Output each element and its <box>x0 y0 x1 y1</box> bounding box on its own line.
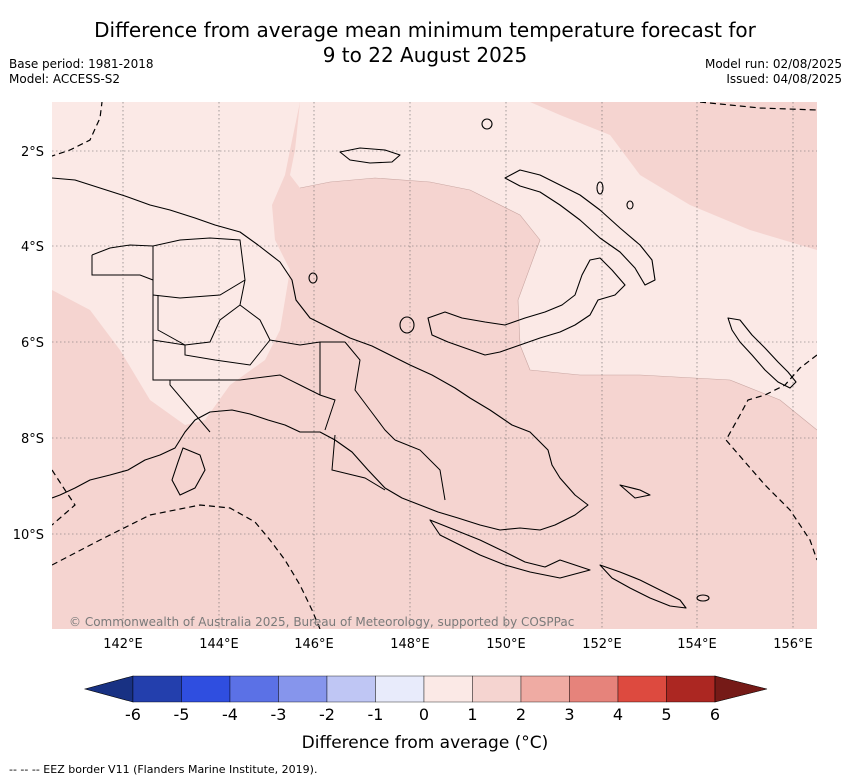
colorbar-swatch <box>326 675 376 703</box>
model-name: Model: ACCESS-S2 <box>9 72 121 86</box>
colorbar-tick-label: -5 <box>174 705 190 724</box>
colorbar-extend-high <box>714 675 768 703</box>
lon-label-148e: 148°E <box>390 637 430 652</box>
lon-label-154e: 154°E <box>677 637 717 652</box>
colorbar-swatch <box>472 675 522 703</box>
colorbar-tick-label: -6 <box>125 705 141 724</box>
lon-labels: 142°E 144°E 146°E 148°E 150°E 152°E 154°… <box>103 637 813 652</box>
meta-left: Base period: 1981-2018 Model: ACCESS-S2 <box>9 57 154 87</box>
chart-title: Difference from average mean minimum tem… <box>0 18 850 68</box>
issued-date: Issued: 04/08/2025 <box>726 72 842 86</box>
colorbar-tick-label: -4 <box>222 705 238 724</box>
colorbar-tick-label: 1 <box>467 705 477 724</box>
colorbar-tick-label: 6 <box>710 705 720 724</box>
colorbar-tick-label: -1 <box>368 705 384 724</box>
lon-label-152e: 152°E <box>582 637 622 652</box>
colorbar-tick-label: 5 <box>661 705 671 724</box>
colorbar-swatch <box>423 675 473 703</box>
colorbar-swatch <box>181 675 231 703</box>
colorbar-swatch <box>375 675 425 703</box>
new-guinea-coast <box>52 177 589 531</box>
colorbar-swatch <box>132 675 182 703</box>
anomaly-region-0-1-east <box>290 102 817 430</box>
model-run: Model run: 02/08/2025 <box>704 57 842 71</box>
lon-label-142e: 142°E <box>103 637 143 652</box>
title-line-1: Difference from average mean minimum tem… <box>94 18 756 42</box>
colorbar-tick-label: 0 <box>419 705 429 724</box>
lon-label-146e: 146°E <box>294 637 334 652</box>
anomaly-region-0-1-west <box>52 102 300 425</box>
new-ireland <box>504 169 656 286</box>
borders <box>91 237 446 501</box>
new-britain <box>427 257 626 356</box>
title-line-2: 9 to 22 August 2025 <box>322 43 528 67</box>
lat-label-2s: 2°S <box>21 145 44 160</box>
lon-label-150e: 150°E <box>486 637 526 652</box>
anomaly-contour <box>299 177 817 431</box>
colorbar-swatch <box>278 675 328 703</box>
graticule <box>52 102 817 629</box>
colorbar-extend-low <box>83 675 134 703</box>
lat-labels: 2°S 4°S 6°S 8°S 10°S <box>13 145 44 543</box>
coastlines <box>52 118 797 609</box>
lon-label-144e: 144°E <box>199 637 239 652</box>
lon-label-156e: 156°E <box>773 637 813 652</box>
lat-label-10s: 10°S <box>13 528 44 543</box>
eez-legend-note: -- -- -- EEZ border V11 (Flanders Marine… <box>9 763 318 776</box>
map-panel: © Commonwealth of Australia 2025, Bureau… <box>52 102 817 629</box>
colorbar-swatch <box>520 675 570 703</box>
base-period: Base period: 1981-2018 <box>9 57 154 71</box>
meta-right: Model run: 02/08/2025 Issued: 04/08/2025 <box>705 57 842 87</box>
lat-label-8s: 8°S <box>21 432 44 447</box>
colorbar-tick-label: 4 <box>613 705 623 724</box>
colorbar-tick-label: 2 <box>516 705 526 724</box>
lat-label-4s: 4°S <box>21 240 44 255</box>
colorbar-swatch <box>666 675 716 703</box>
bougainville <box>727 317 797 389</box>
colorbar-tick-label: -2 <box>319 705 335 724</box>
eez-borders <box>52 102 817 629</box>
colorbar <box>83 675 768 703</box>
colorbar-swatch <box>229 675 279 703</box>
colorbar-tick-label: -3 <box>271 705 287 724</box>
lat-label-6s: 6°S <box>21 336 44 351</box>
colorbar-label: Difference from average (°C) <box>301 733 549 753</box>
colorbar-swatch <box>569 675 619 703</box>
copyright: © Commonwealth of Australia 2025, Bureau… <box>69 615 574 629</box>
colorbar-tick-label: 3 <box>564 705 574 724</box>
colorbar-ticks: -6 -5 -4 -3 -2 -1 0 1 2 3 4 5 6 <box>125 705 720 724</box>
colorbar-swatch <box>617 675 667 703</box>
